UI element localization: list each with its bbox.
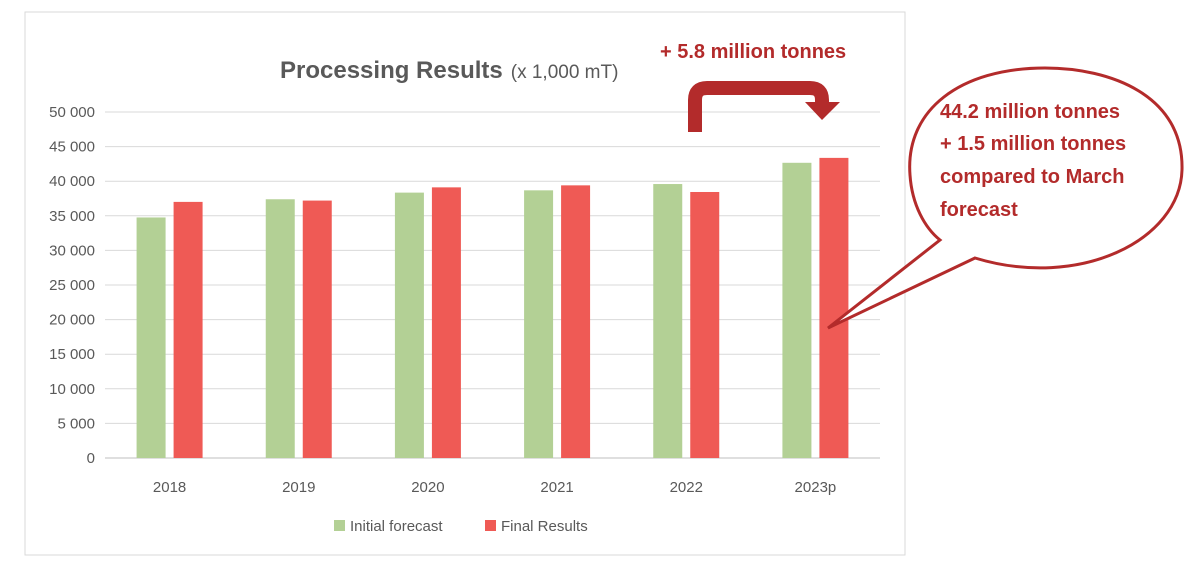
x-tick-label: 2021 <box>540 479 573 496</box>
bubble-line-2: + 1.5 million tonnes <box>940 133 1126 155</box>
y-tick-label: 20 000 <box>49 312 95 329</box>
bubble-text: 44.2 million tonnes + 1.5 million tonnes… <box>940 101 1126 221</box>
y-tick-label: 50 000 <box>49 104 95 121</box>
chart-title: Processing Results (x 1,000 mT) <box>280 57 618 84</box>
bar-final-results-2023p <box>819 157 849 459</box>
bubble-line-4: forecast <box>940 199 1018 221</box>
arrow-annotation-label: + 5.8 million tonnes <box>660 41 846 63</box>
bar-final-results-2021 <box>561 185 591 459</box>
y-tick-label: 45 000 <box>49 139 95 156</box>
chart-subtitle: (x 1,000 mT) <box>511 62 619 83</box>
chart-title-main: Processing Results <box>280 57 503 84</box>
x-tick-label: 2023p <box>795 479 837 496</box>
y-tick-label: 25 000 <box>49 277 95 294</box>
y-tick-label: 15 000 <box>49 346 95 363</box>
legend-swatch-final-results <box>485 520 496 531</box>
bar-initial-forecast-2019 <box>265 199 295 458</box>
y-tick-label: 40 000 <box>49 173 95 190</box>
bar-initial-forecast-2022 <box>653 184 683 458</box>
x-tick-label: 2020 <box>411 479 444 496</box>
legend-swatch-initial-forecast <box>334 520 345 531</box>
x-tick-label: 2018 <box>153 479 186 496</box>
arrowhead-icon <box>805 102 840 120</box>
y-tick-label: 5 000 <box>57 415 95 432</box>
bar-initial-forecast-2018 <box>136 217 166 458</box>
x-tick-label: 2022 <box>670 479 703 496</box>
x-tick-label: 2019 <box>282 479 315 496</box>
legend: Initial forecast Final Results <box>334 518 588 535</box>
bubble-line-3: compared to March <box>940 166 1124 188</box>
y-tick-label: 10 000 <box>49 381 95 398</box>
chart-frame <box>24 11 906 556</box>
bar-initial-forecast-2023p <box>782 162 812 459</box>
bar-final-results-2022 <box>690 191 720 459</box>
y-tick-label: 30 000 <box>49 242 95 259</box>
bar-final-results-2019 <box>302 200 332 459</box>
bar-initial-forecast-2021 <box>524 190 554 458</box>
bar-final-results-2020 <box>431 187 461 458</box>
curved-arrow-icon <box>688 81 829 132</box>
bubble-line-1: 44.2 million tonnes <box>940 101 1120 123</box>
bar-final-results-2018 <box>173 201 203 458</box>
legend-label-final-results: Final Results <box>501 518 588 535</box>
bar-initial-forecast-2020 <box>394 192 424 459</box>
speech-bubble <box>827 66 1184 330</box>
y-tick-label: 0 <box>87 450 95 467</box>
legend-label-initial-forecast: Initial forecast <box>350 518 443 535</box>
y-tick-label: 35 000 <box>49 208 95 225</box>
